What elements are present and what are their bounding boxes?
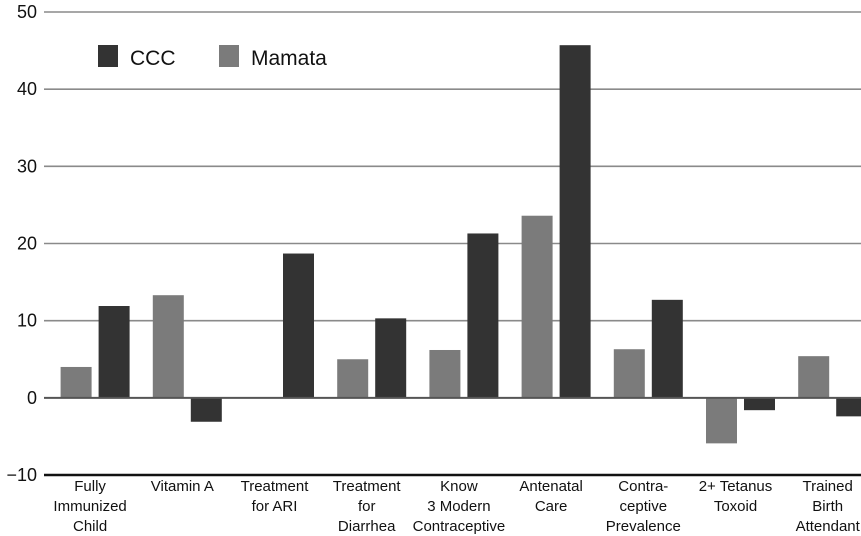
x-category-line: 2+ Tetanus	[699, 478, 773, 495]
bar-mamata	[798, 356, 830, 398]
bars	[60, 45, 861, 444]
x-category-line: Prevalence	[606, 518, 681, 535]
bar-mamata	[706, 397, 737, 444]
bar-mamata	[521, 215, 553, 398]
y-tick-label: 0	[27, 388, 37, 408]
x-category-line: Vitamin A	[151, 478, 214, 495]
bar-ccc	[467, 233, 499, 398]
y-tick-label: 20	[17, 234, 37, 254]
x-category-line: Contraceptive	[413, 518, 506, 535]
y-tick-label: 50	[17, 2, 37, 22]
legend-label: Mamata	[251, 47, 327, 70]
x-category-label: Antenatal Care	[519, 478, 582, 515]
x-category-line: 3 Modern	[427, 498, 490, 515]
bar-mamata	[152, 295, 184, 398]
x-category-line: Diarrhea	[338, 518, 396, 535]
bar-ccc	[651, 299, 683, 398]
x-category-label: Vitamin A	[151, 478, 214, 495]
y-tick-label: −10	[6, 465, 37, 485]
legend: CCC Mamata	[98, 45, 327, 70]
x-category-line: Care	[535, 498, 568, 515]
bar-mamata	[337, 359, 369, 398]
bar-ccc	[375, 318, 407, 398]
x-category-label: Fully Immunized Child	[53, 478, 126, 535]
x-category-line: Birth	[812, 498, 843, 515]
legend-label: CCC	[130, 47, 176, 70]
y-axis-ticks: −10 0 10 20 30 40 50	[6, 2, 37, 485]
x-category-line: Attendant	[796, 518, 861, 535]
x-category-line: Toxoid	[714, 498, 757, 515]
bar-mamata	[60, 366, 92, 398]
bar-ccc	[559, 45, 591, 398]
x-category-label: Trained Birth Attendant	[796, 478, 861, 535]
x-category-line: Contra-	[618, 478, 668, 495]
x-category-label: Contra-ceptive Prevalence	[606, 478, 681, 535]
bar-ccc	[836, 397, 861, 417]
legend-swatch	[98, 45, 118, 67]
x-category-label: 2+ Tetanus Toxoid	[699, 478, 773, 515]
x-category-line: Immunized	[53, 498, 126, 515]
x-category-line: Treatment	[241, 478, 310, 495]
y-tick-label: 30	[17, 156, 37, 176]
x-category-line: Treatment	[333, 478, 402, 495]
legend-swatch	[219, 45, 239, 67]
x-category-line: Fully	[74, 478, 106, 495]
axis-baseline	[44, 396, 861, 477]
x-category-line: for ARI	[252, 498, 298, 515]
x-category-line: ceptive	[620, 498, 668, 515]
x-axis-categories: Fully Immunized Child Vitamin A Treatment for…	[53, 478, 861, 536]
x-category-line: Antenatal	[519, 478, 582, 495]
x-category-label: Treatment for Diarrhea	[333, 478, 402, 535]
y-tick-label: 10	[17, 311, 37, 331]
bar-ccc	[283, 253, 314, 398]
x-category-line: Trained	[803, 478, 853, 495]
x-category-line: Know	[440, 478, 478, 495]
x-category-line: for	[358, 498, 376, 515]
bar-ccc	[98, 306, 130, 398]
bar-mamata	[613, 349, 645, 398]
x-category-label: Treatment for ARI	[241, 478, 310, 515]
gridlines	[44, 11, 861, 322]
x-category-line: Child	[73, 518, 107, 535]
bar-mamata	[429, 349, 461, 398]
bar-ccc	[190, 397, 222, 422]
bar-ccc	[744, 397, 775, 411]
y-tick-label: 40	[17, 79, 37, 99]
